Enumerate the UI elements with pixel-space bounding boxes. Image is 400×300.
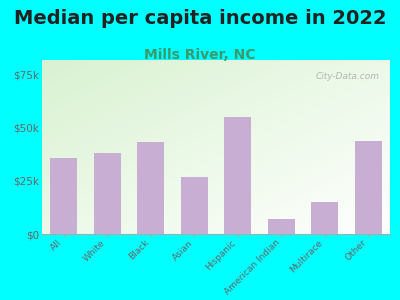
Text: Median per capita income in 2022: Median per capita income in 2022 [14, 9, 386, 28]
Text: Mills River, NC: Mills River, NC [144, 48, 256, 62]
Bar [311, 202, 338, 234]
Bar [137, 142, 164, 234]
Text: City-Data.com: City-Data.com [316, 72, 380, 81]
Bar [224, 117, 251, 234]
Bar [181, 177, 208, 234]
Bar [355, 141, 382, 234]
Bar [50, 158, 77, 234]
Bar [94, 153, 121, 234]
Bar [268, 219, 295, 234]
